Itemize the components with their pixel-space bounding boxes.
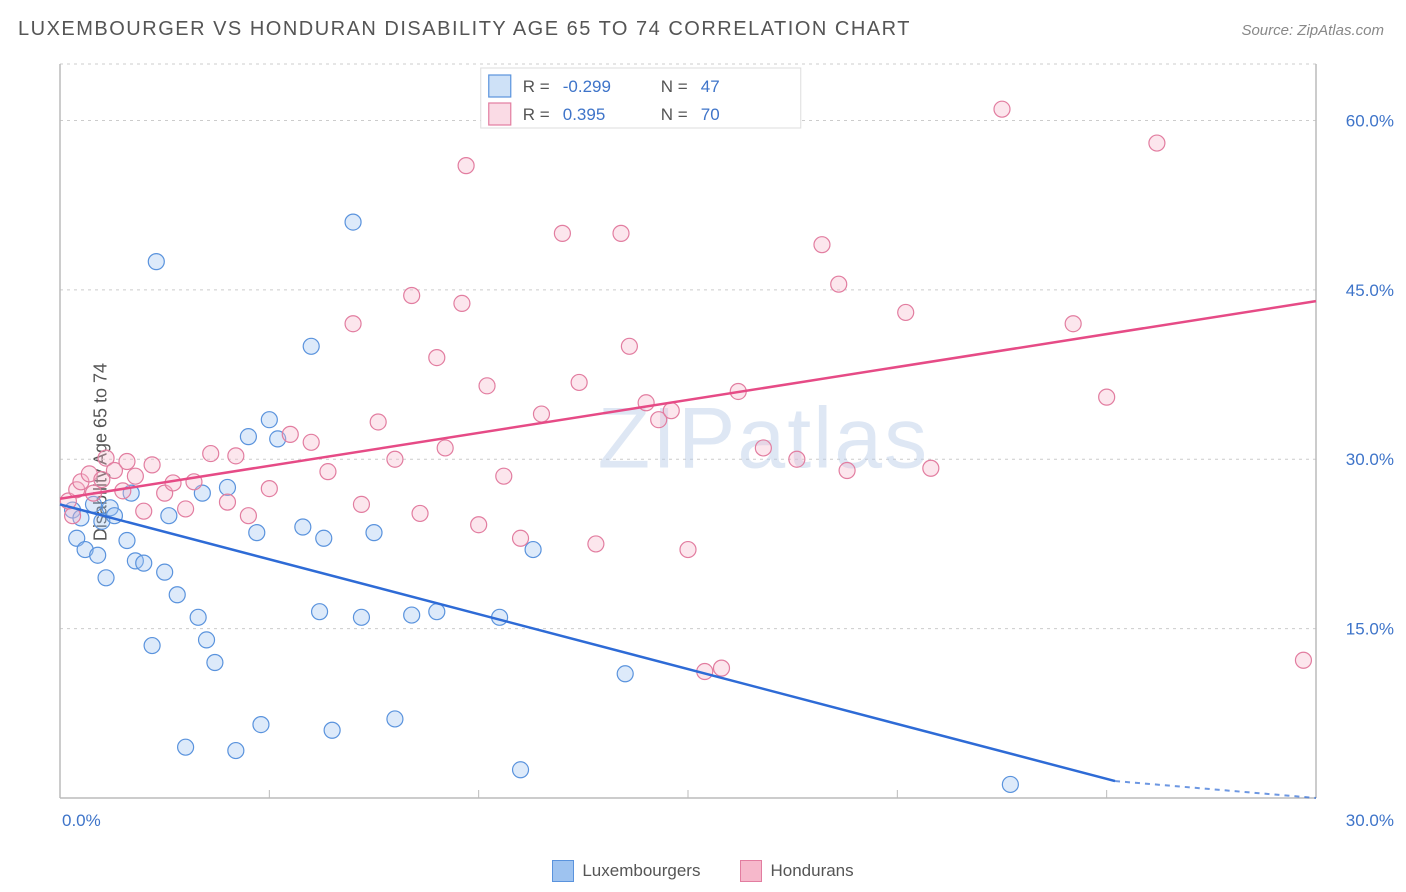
legend-item-hondurans: Hondurans bbox=[740, 860, 853, 882]
svg-text:45.0%: 45.0% bbox=[1346, 281, 1394, 300]
svg-text:R =: R = bbox=[523, 77, 550, 96]
svg-text:15.0%: 15.0% bbox=[1346, 620, 1394, 639]
legend-label: Luxembourgers bbox=[582, 861, 700, 881]
svg-text:60.0%: 60.0% bbox=[1346, 111, 1394, 130]
svg-text:R =: R = bbox=[523, 105, 550, 124]
legend-swatch bbox=[740, 860, 762, 882]
scatter-plot-svg: 15.0%30.0%45.0%60.0%0.0%30.0%ZIPatlasR =… bbox=[50, 56, 1406, 848]
svg-text:0.395: 0.395 bbox=[563, 105, 606, 124]
svg-text:47: 47 bbox=[701, 77, 720, 96]
svg-text:30.0%: 30.0% bbox=[1346, 450, 1394, 469]
svg-text:70: 70 bbox=[701, 105, 720, 124]
plot-area: Disability Age 65 to 74 15.0%30.0%45.0%6… bbox=[0, 56, 1406, 848]
svg-text:N =: N = bbox=[661, 77, 688, 96]
svg-text:N =: N = bbox=[661, 105, 688, 124]
svg-text:-0.299: -0.299 bbox=[563, 77, 611, 96]
legend-label: Hondurans bbox=[770, 861, 853, 881]
source-label: Source: ZipAtlas.com bbox=[1241, 22, 1384, 39]
svg-text:0.0%: 0.0% bbox=[62, 811, 101, 830]
legend-item-luxembourgers: Luxembourgers bbox=[552, 860, 700, 882]
svg-text:30.0%: 30.0% bbox=[1346, 811, 1394, 830]
legend-swatch bbox=[552, 860, 574, 882]
bottom-legend: Luxembourgers Hondurans bbox=[0, 860, 1406, 882]
chart-title: LUXEMBOURGER VS HONDURAN DISABILITY AGE … bbox=[18, 18, 911, 41]
